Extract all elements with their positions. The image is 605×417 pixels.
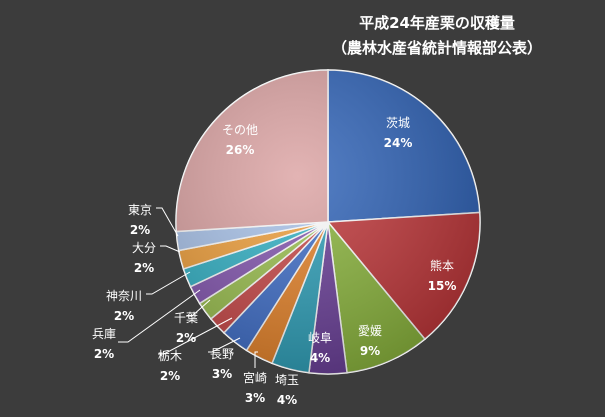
slice-value-12: 2% xyxy=(130,223,150,237)
slice-value-4: 4% xyxy=(277,393,297,407)
slice-label-1: 熊本 xyxy=(430,258,454,273)
slice-value-5: 3% xyxy=(245,391,265,405)
leader-line-5 xyxy=(254,351,258,368)
slice-label-7: 栃木 xyxy=(158,349,182,363)
leader-line-8 xyxy=(186,299,211,317)
leader-line-11 xyxy=(160,245,181,253)
slice-value-8: 2% xyxy=(176,331,196,345)
slice-label-2: 愛媛 xyxy=(358,324,382,338)
slice-label-0: 茨城 xyxy=(386,116,410,130)
leader-line-9 xyxy=(118,289,201,343)
slice-value-0: 24% xyxy=(384,136,413,150)
slice-label-10: 神奈川 xyxy=(106,289,142,303)
leader-line-7 xyxy=(158,317,233,355)
slice-label-3: 岐阜 xyxy=(308,331,332,345)
slice-label-8: 千葉 xyxy=(174,311,198,325)
leader-line-10 xyxy=(146,271,191,295)
chart-subtitle: （農林水産省統計情報部公表） xyxy=(331,39,542,57)
slice-label-9: 兵庫 xyxy=(92,327,116,341)
slice-label-4: 埼玉 xyxy=(275,373,299,387)
slice-value-10: 2% xyxy=(114,309,134,323)
slice-value-11: 2% xyxy=(134,261,154,275)
slice-label-6: 長野 xyxy=(210,347,234,361)
slice-value-2: 9% xyxy=(360,344,380,358)
leader-line-6 xyxy=(208,337,241,353)
slice-value-7: 2% xyxy=(160,369,180,383)
chart-title: 平成24年産栗の収穫量 xyxy=(359,14,515,32)
leader-line-12 xyxy=(156,207,179,237)
slice-label-5: 宮崎 xyxy=(243,370,267,385)
slice-label-13: その他 xyxy=(222,123,258,137)
slice-value-13: 26% xyxy=(226,143,255,157)
slice-value-9: 2% xyxy=(94,347,114,361)
slice-value-3: 4% xyxy=(310,351,330,365)
slice-value-1: 15% xyxy=(428,279,457,293)
slice-value-6: 3% xyxy=(212,367,232,381)
slice-label-12: 東京 xyxy=(128,203,152,217)
slice-label-11: 大分 xyxy=(132,241,156,255)
